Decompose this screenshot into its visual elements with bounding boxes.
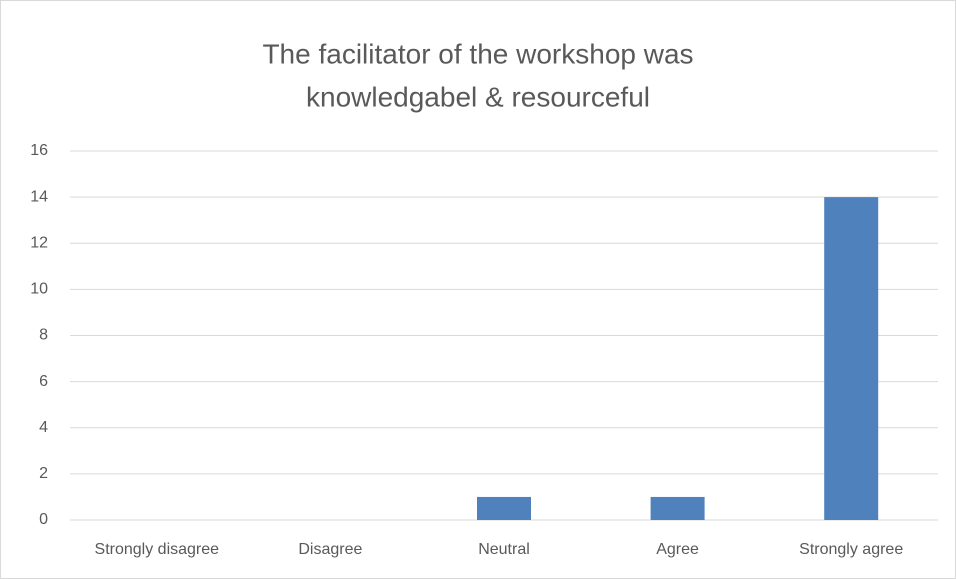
x-tick-label: Agree — [656, 541, 699, 558]
y-tick-label: 10 — [30, 281, 48, 298]
x-tick-label: Neutral — [478, 541, 530, 558]
y-tick-label: 12 — [30, 234, 48, 251]
chart-title: knowledgabel & resourceful — [306, 81, 650, 112]
y-tick-label: 0 — [39, 511, 48, 528]
bar — [824, 197, 879, 520]
y-tick-label: 4 — [39, 419, 48, 436]
y-tick-label: 6 — [39, 373, 48, 390]
y-tick-label: 16 — [30, 142, 48, 159]
y-tick-label: 14 — [30, 188, 48, 205]
chart-title: The facilitator of the workshop was — [262, 38, 693, 69]
x-tick-label: Strongly disagree — [95, 541, 220, 558]
x-tick-label: Strongly agree — [799, 541, 903, 558]
y-tick-label: 2 — [39, 465, 48, 482]
y-tick-label: 8 — [39, 327, 48, 344]
x-tick-label: Disagree — [298, 541, 362, 558]
bar — [477, 496, 531, 520]
bar — [650, 496, 705, 520]
